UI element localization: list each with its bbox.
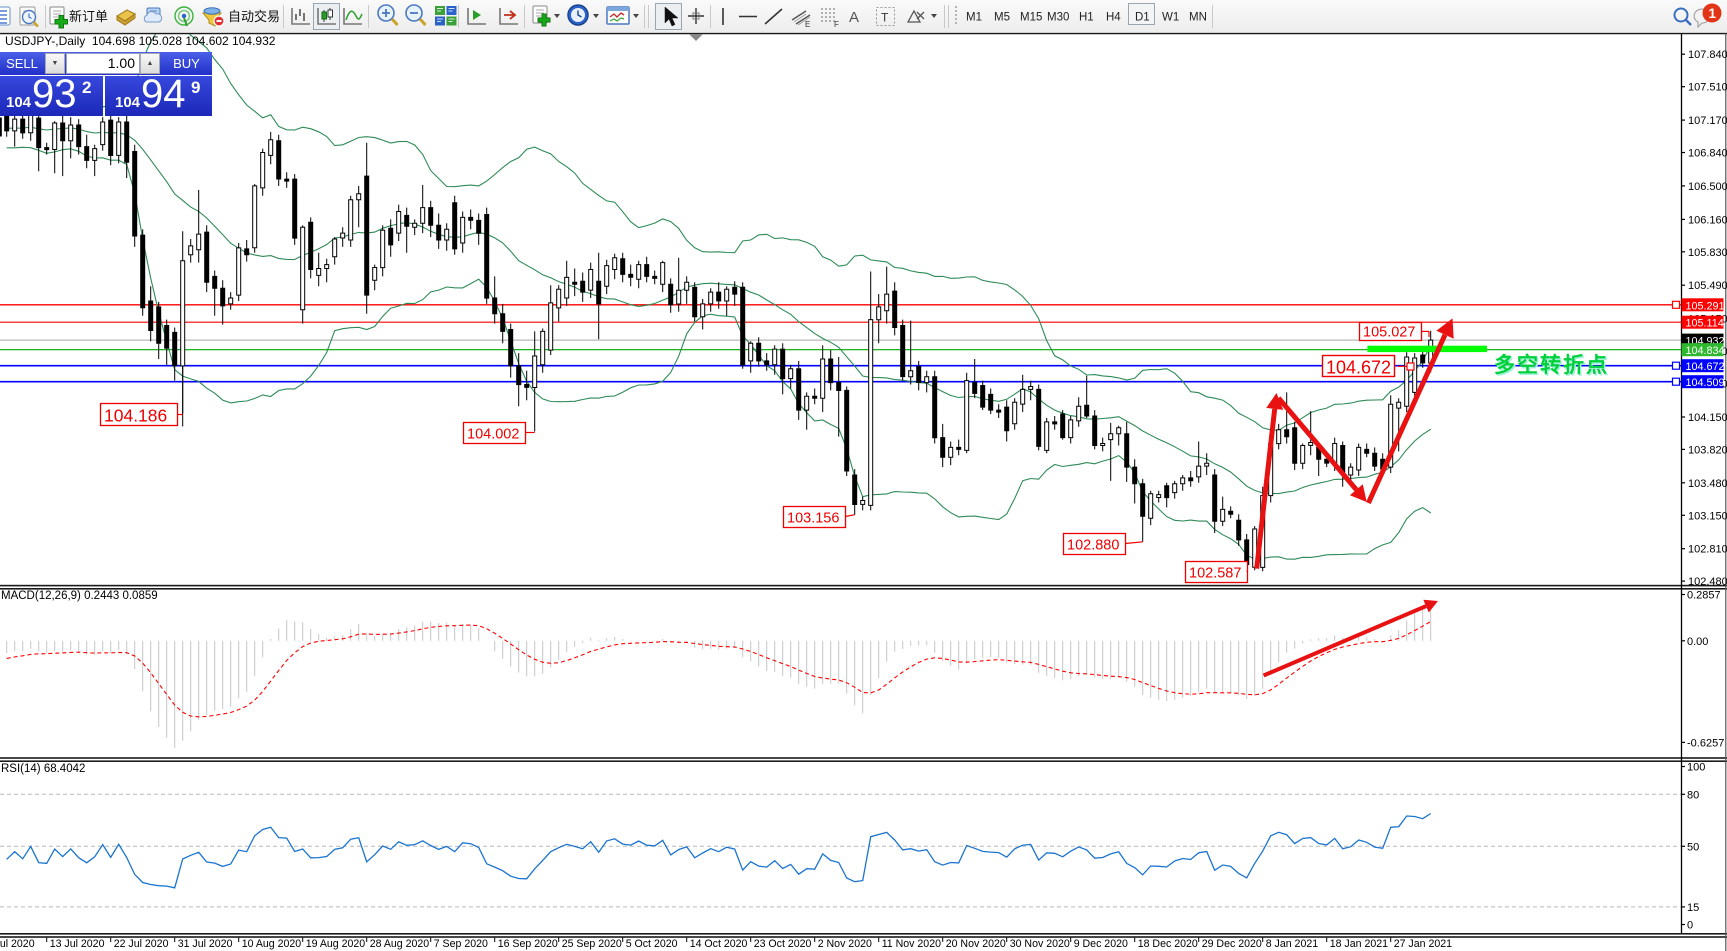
svg-text:104.672: 104.672	[1686, 361, 1725, 373]
svg-text:W1: W1	[1162, 12, 1179, 24]
svg-text:105.027: 105.027	[1363, 325, 1415, 341]
svg-text:106.840: 106.840	[1688, 148, 1727, 160]
svg-text:USDJPY-,Daily 104.698 105.028: USDJPY-,Daily 104.698 105.028 104.602 10…	[5, 34, 276, 48]
svg-text:H4: H4	[1106, 12, 1121, 24]
svg-text:107.170: 107.170	[1688, 115, 1727, 127]
svg-text:28 Aug 2020: 28 Aug 2020	[370, 938, 430, 950]
svg-text:E: E	[805, 20, 810, 29]
svg-text:104.672: 104.672	[1326, 358, 1391, 378]
svg-text:19 Aug 2020: 19 Aug 2020	[306, 938, 366, 950]
svg-text:105.490: 105.490	[1688, 280, 1727, 292]
svg-text:25 Sep 2020: 25 Sep 2020	[562, 938, 622, 950]
svg-text:10 Aug 2020: 10 Aug 2020	[242, 938, 302, 950]
svg-text:104.002: 104.002	[467, 427, 519, 443]
svg-text:23 Oct 2020: 23 Oct 2020	[754, 938, 812, 950]
svg-text:D1: D1	[1135, 12, 1150, 24]
svg-text:MN: MN	[1189, 12, 1207, 24]
svg-text:102.880: 102.880	[1067, 538, 1119, 554]
svg-text:M30: M30	[1047, 12, 1069, 24]
svg-text:H1: H1	[1079, 12, 1094, 24]
svg-text:105.830: 105.830	[1688, 247, 1727, 259]
svg-text:0: 0	[1687, 920, 1693, 932]
svg-text:5 Oct 2020: 5 Oct 2020	[626, 938, 678, 950]
svg-text:102.810: 102.810	[1688, 544, 1727, 556]
svg-text:0.00: 0.00	[1687, 636, 1708, 648]
svg-text:103.156: 103.156	[787, 511, 839, 527]
svg-text:15: 15	[1687, 902, 1699, 914]
svg-text:8 Jan 2021: 8 Jan 2021	[1266, 938, 1319, 950]
svg-text:M15: M15	[1020, 12, 1042, 24]
svg-text:103.480: 103.480	[1688, 478, 1727, 490]
svg-text:104.834: 104.834	[1686, 345, 1725, 357]
svg-text:7 Sep 2020: 7 Sep 2020	[434, 938, 488, 950]
svg-text:14 Oct 2020: 14 Oct 2020	[690, 938, 748, 950]
svg-text:1: 1	[1709, 6, 1717, 21]
svg-text:16 Sep 2020: 16 Sep 2020	[498, 938, 558, 950]
svg-text:107.510: 107.510	[1688, 82, 1727, 94]
svg-text:18 Dec 2020: 18 Dec 2020	[1138, 938, 1198, 950]
svg-text:27 Jan 2021: 27 Jan 2021	[1394, 938, 1452, 950]
svg-text:18 Jan 2021: 18 Jan 2021	[1330, 938, 1388, 950]
svg-text:13 Jul 2020: 13 Jul 2020	[50, 938, 105, 950]
svg-text:103.820: 103.820	[1688, 444, 1727, 456]
svg-text:-0.6257: -0.6257	[1687, 737, 1724, 749]
svg-text:2 Nov 2020: 2 Nov 2020	[818, 938, 872, 950]
svg-text:107.840: 107.840	[1688, 49, 1727, 61]
svg-text:104.150: 104.150	[1688, 412, 1727, 424]
svg-text:102.587: 102.587	[1189, 566, 1241, 582]
svg-text:自动交易: 自动交易	[228, 9, 280, 24]
svg-text:9 Dec 2020: 9 Dec 2020	[1074, 938, 1128, 950]
svg-text:105.291: 105.291	[1686, 300, 1725, 312]
svg-text:104.186: 104.186	[104, 406, 167, 426]
svg-text:0.2857: 0.2857	[1687, 590, 1721, 602]
svg-text:100: 100	[1687, 762, 1705, 774]
svg-text:新订单: 新订单	[69, 9, 108, 24]
svg-text:80: 80	[1687, 789, 1699, 801]
svg-text:50: 50	[1687, 841, 1699, 853]
svg-text:F: F	[834, 20, 839, 29]
svg-text:M5: M5	[994, 12, 1010, 24]
svg-text:106.500: 106.500	[1688, 181, 1727, 193]
svg-text:31 Jul 2020: 31 Jul 2020	[178, 938, 233, 950]
svg-text:103.150: 103.150	[1688, 510, 1727, 522]
svg-text:RSI(14) 68.4042: RSI(14) 68.4042	[1, 763, 85, 775]
svg-text:多空转折点: 多空转折点	[1494, 353, 1609, 377]
svg-text:6 Jul 2020: 6 Jul 2020	[0, 938, 35, 950]
svg-text:22 Jul 2020: 22 Jul 2020	[114, 938, 169, 950]
svg-text:11 Nov 2020: 11 Nov 2020	[882, 938, 941, 950]
svg-text:104.509: 104.509	[1686, 377, 1725, 389]
svg-text:A: A	[849, 9, 859, 26]
svg-text:M1: M1	[966, 12, 982, 24]
svg-text:20 Nov 2020: 20 Nov 2020	[946, 938, 1006, 950]
svg-text:30 Nov 2020: 30 Nov 2020	[1010, 938, 1070, 950]
svg-text:MACD(12,26,9) 0.2443 0.0859: MACD(12,26,9) 0.2443 0.0859	[1, 590, 158, 602]
svg-text:T: T	[881, 11, 889, 25]
svg-text:105.114: 105.114	[1686, 318, 1724, 330]
svg-text:106.160: 106.160	[1688, 214, 1727, 226]
svg-text:102.480: 102.480	[1688, 576, 1727, 588]
svg-text:29 Dec 2020: 29 Dec 2020	[1202, 938, 1262, 950]
